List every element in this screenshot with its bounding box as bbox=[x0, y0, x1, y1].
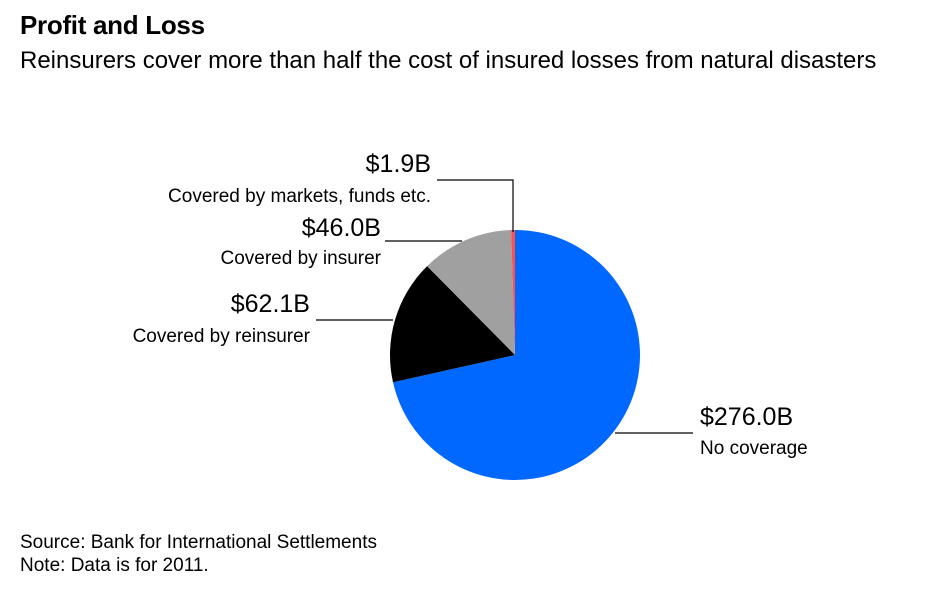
value-label-no-coverage: $276.0B bbox=[700, 403, 793, 431]
value-label-markets: $1.9B bbox=[366, 150, 431, 178]
pie-slice-markets bbox=[511, 230, 515, 355]
data-note: Note: Data is for 2011. bbox=[20, 555, 209, 576]
slice-label-no-coverage: No coverage bbox=[700, 438, 808, 459]
value-label-insurer: $46.0B bbox=[302, 214, 381, 242]
pie-slice-reinsurer bbox=[390, 266, 515, 383]
pie-slice-insurer bbox=[427, 230, 515, 355]
leader-line-markets bbox=[437, 179, 514, 232]
chart-title: Profit and Loss bbox=[20, 10, 205, 40]
slice-label-reinsurer: Covered by reinsurer bbox=[133, 326, 311, 347]
slice-label-markets: Covered by markets, funds etc. bbox=[168, 186, 431, 207]
pie-slice-no-coverage bbox=[393, 230, 641, 480]
chart-subtitle: Reinsurers cover more than half the cost… bbox=[20, 47, 877, 74]
slice-label-insurer: Covered by insurer bbox=[220, 248, 381, 269]
source-note: Source: Bank for International Settlemen… bbox=[20, 532, 377, 553]
value-label-reinsurer: $62.1B bbox=[231, 290, 310, 318]
